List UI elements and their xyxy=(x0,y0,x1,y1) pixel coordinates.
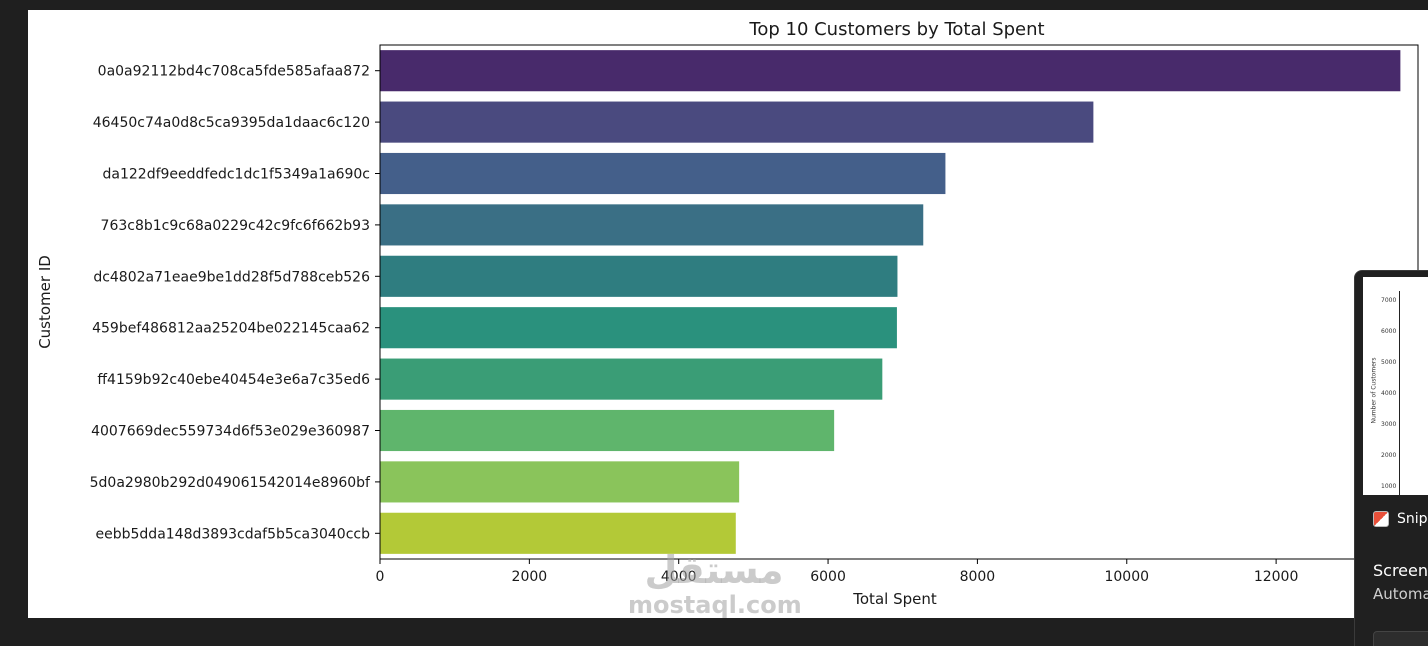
thumbnail-tick: 4000 xyxy=(1381,390,1397,397)
snip-subtitle: Automa xyxy=(1373,585,1428,603)
x-axis-title: Total Spent xyxy=(852,590,937,608)
snip-thumbnail[interactable]: Number of Customers 7000 6000 5000 4000 … xyxy=(1363,277,1428,497)
bar xyxy=(380,409,835,452)
thumbnail-ylabel: Number of Customers xyxy=(1370,357,1378,424)
x-tick-label: 4000 xyxy=(661,569,697,585)
thumbnail-tick: 7000 xyxy=(1381,297,1397,304)
bar xyxy=(380,358,883,400)
bar xyxy=(380,50,1401,92)
x-tick-label: 0 xyxy=(376,569,385,585)
thumbnail-axis xyxy=(1399,291,1400,497)
bar-chart: 0a0a92112bd4c708ca5fde585afaa872 46450c74… xyxy=(36,19,1419,608)
chart-figure: 0a0a92112bd4c708ca5fde585afaa872 46450c74… xyxy=(28,10,1428,618)
snip-action-button[interactable] xyxy=(1373,631,1428,646)
thumbnail-tick: 1000 xyxy=(1381,483,1397,490)
snip-title: Screens xyxy=(1373,561,1428,580)
bar xyxy=(380,255,898,297)
x-tick-label: 10000 xyxy=(1104,569,1149,585)
y-tick-label: 4007669dec559734d6f53e029e360987 xyxy=(91,424,370,440)
snip-app-header: Snip xyxy=(1373,511,1428,527)
bar xyxy=(380,152,946,195)
chart-title: Top 10 Customers by Total Spent xyxy=(748,19,1044,40)
x-tick-label: 6000 xyxy=(810,569,846,585)
bar xyxy=(380,204,924,246)
y-tick-label: 46450c74a0d8c5ca9395da1daac6c120 xyxy=(93,115,370,131)
y-tick-label: dc4802a71eae9be1dd28f5d788ceb526 xyxy=(93,269,370,285)
y-tick-label: eebb5dda148d3893cdaf5b5ca3040ccb xyxy=(96,526,371,542)
snip-app-name: Snip xyxy=(1397,511,1428,527)
thumbnail-tick: 5000 xyxy=(1381,359,1397,366)
x-tick-label: 2000 xyxy=(512,569,548,585)
y-tick-label: 763c8b1c9c68a0229c42c9fc6f662b93 xyxy=(101,218,370,234)
bar xyxy=(380,512,736,554)
snipping-tool-icon xyxy=(1373,511,1389,527)
x-tick-label: 12000 xyxy=(1254,569,1299,585)
y-tick-label: 5d0a2980b292d049061542014e8960bf xyxy=(90,475,371,491)
x-tick-label: 8000 xyxy=(960,569,996,585)
thumbnail-tick: 2000 xyxy=(1381,452,1397,459)
snip-notification[interactable]: Number of Customers 7000 6000 5000 4000 … xyxy=(1354,270,1428,646)
y-tick-label: 459bef486812aa25204be022145caa62 xyxy=(92,321,370,337)
thumbnail-tick: 3000 xyxy=(1381,421,1397,428)
y-tick-label: ff4159b92c40ebe40454e3e6a7c35ed6 xyxy=(97,372,370,388)
bar xyxy=(380,307,897,349)
y-tick-label: da122df9eeddfedc1dc1f5349a1a690c xyxy=(103,167,370,183)
y-tick-label: 0a0a92112bd4c708ca5fde585afaa872 xyxy=(98,64,370,80)
bar xyxy=(380,101,1094,143)
thumbnail-tick: 6000 xyxy=(1381,328,1397,335)
y-axis-title: Customer ID xyxy=(36,255,54,349)
bar xyxy=(380,461,740,503)
